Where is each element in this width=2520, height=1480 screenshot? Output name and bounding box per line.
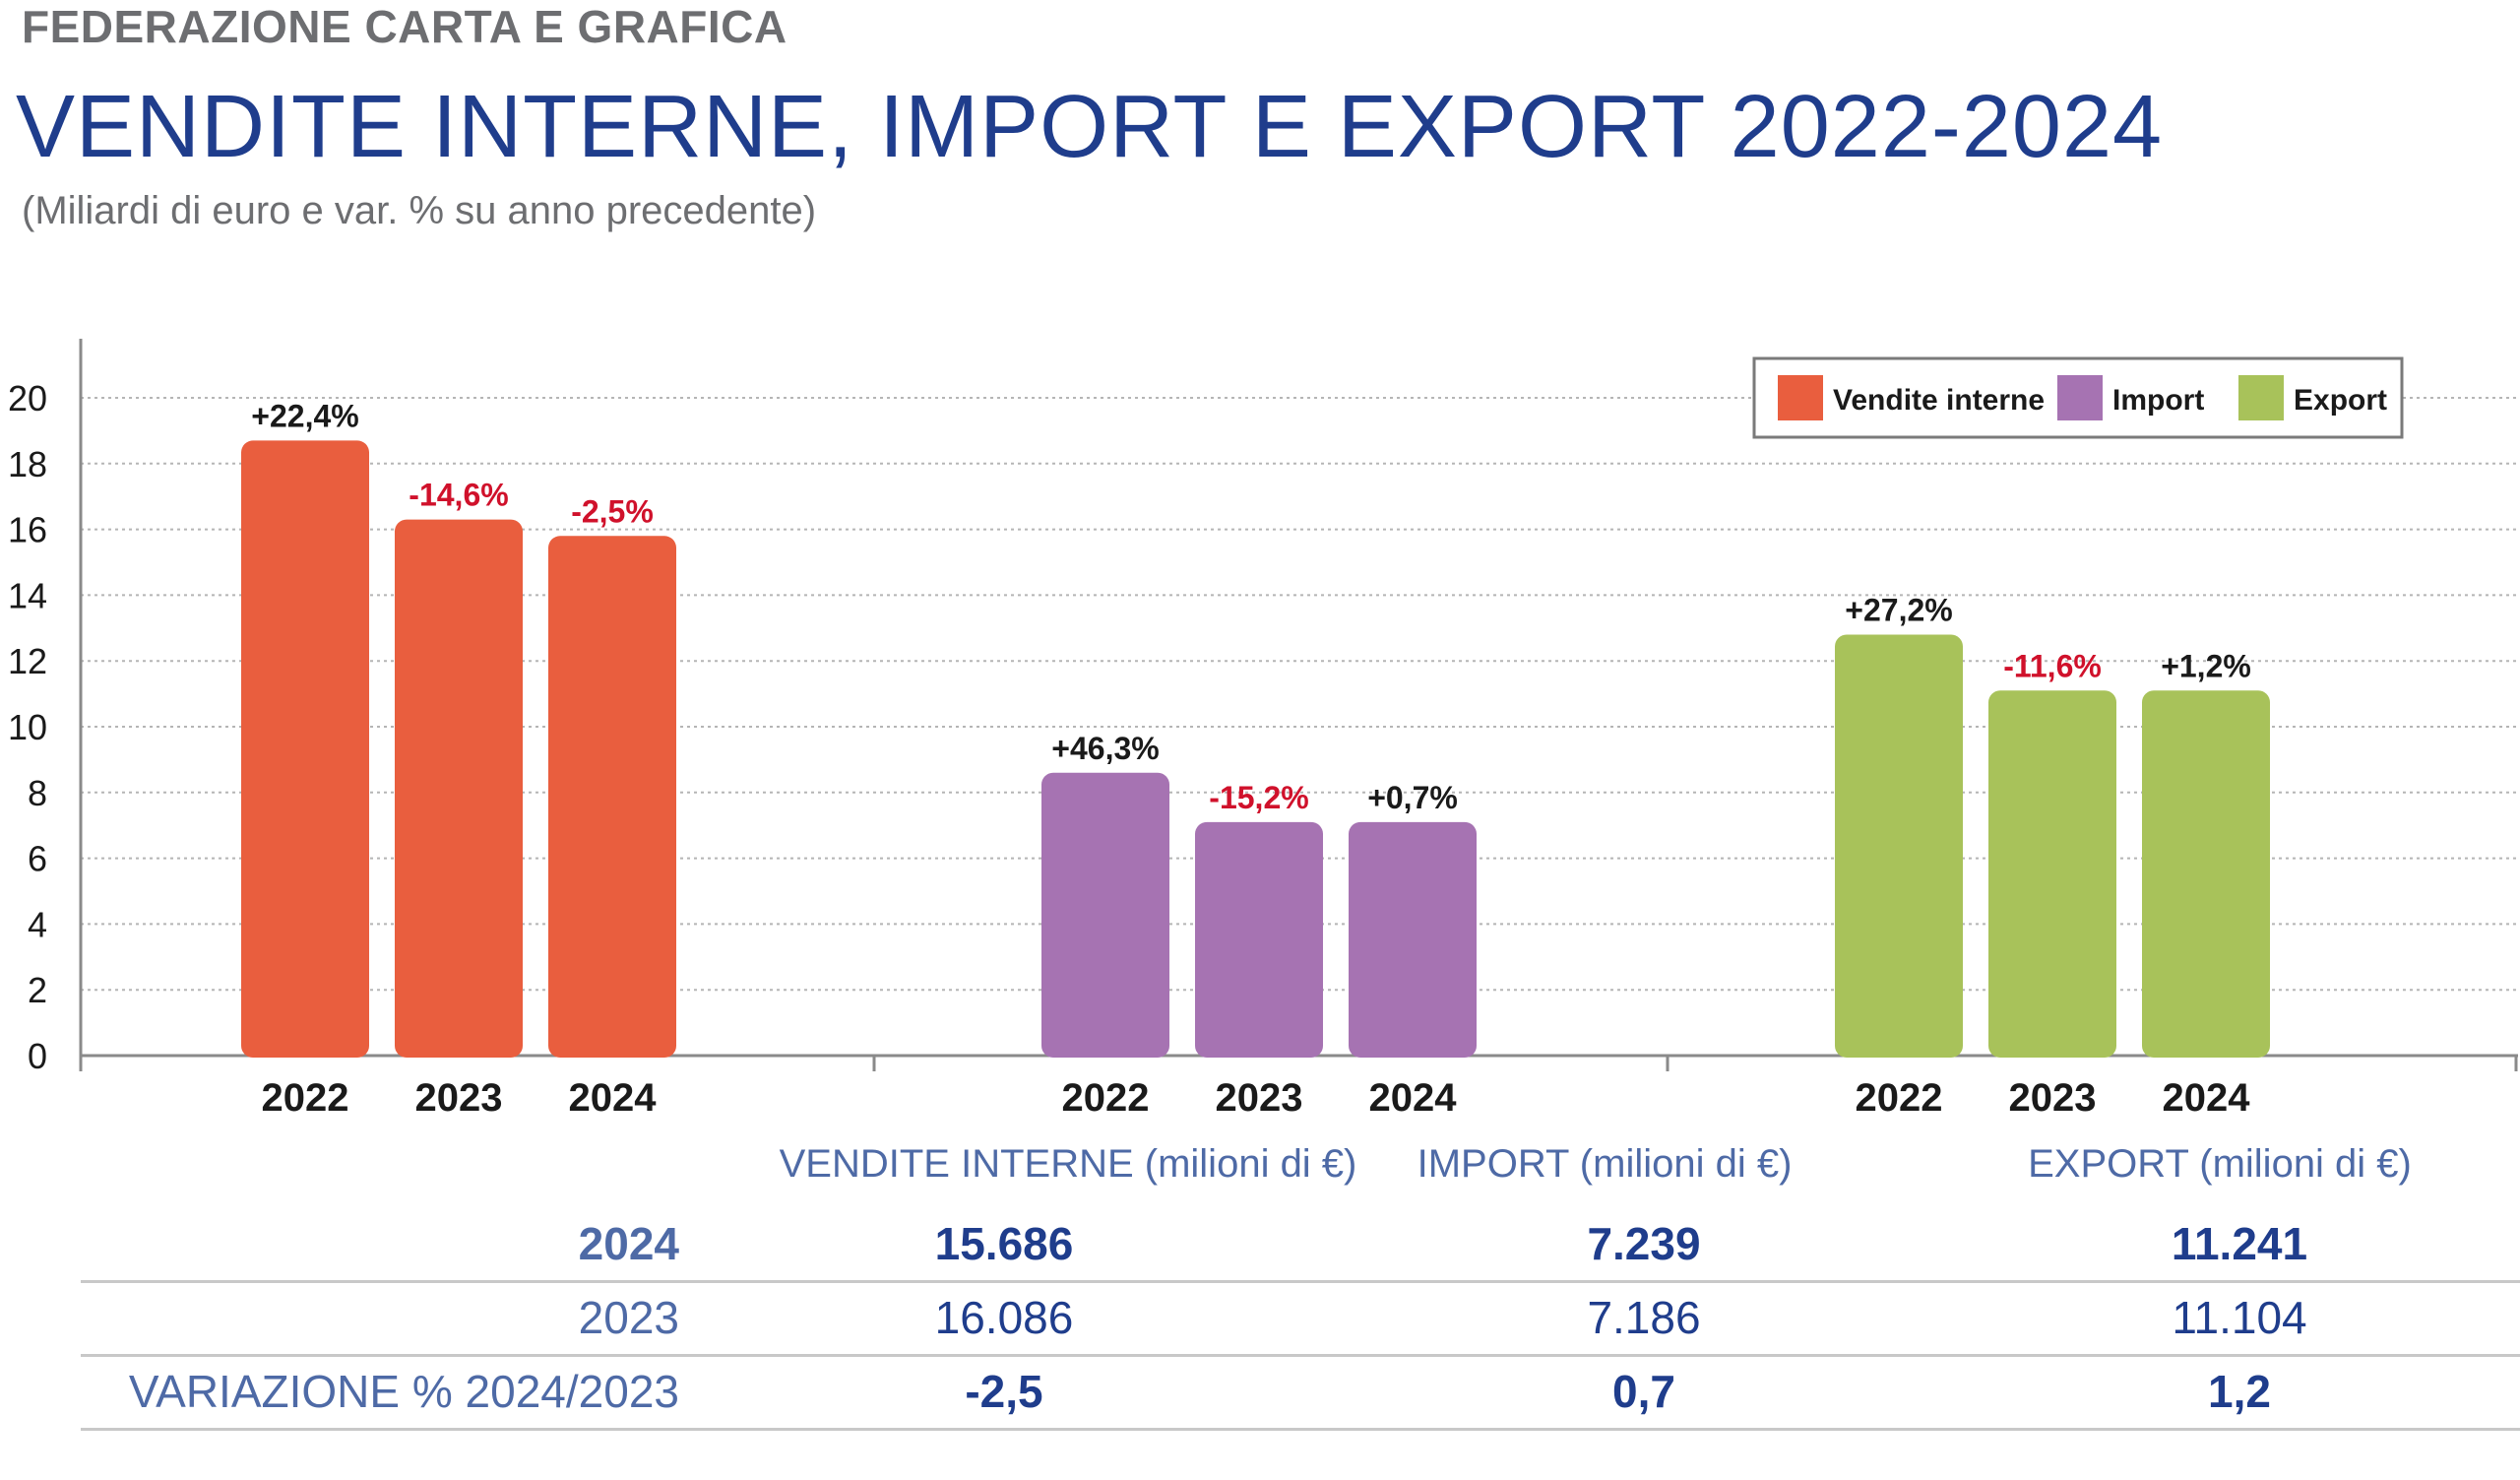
y-tick-label: 14 — [8, 575, 47, 615]
cell-vendite-2023: 16.086 — [934, 1292, 1074, 1343]
cell-import-2023: 7.186 — [1587, 1292, 1701, 1343]
y-tick-label: 12 — [8, 641, 47, 681]
legend-label: Vendite interne — [1833, 384, 2045, 417]
y-tick-label: 20 — [8, 378, 47, 418]
table-header-export: EXPORT (milioni di €) — [2028, 1142, 2412, 1186]
table-row-2024: 2024 15.686 7.239 11.241 — [0, 1206, 2520, 1281]
bar-import-2024 — [1349, 821, 1477, 1058]
x-tick-label: 2022 — [1062, 1076, 1150, 1120]
table-divider — [81, 1428, 2520, 1431]
bar-import-2022 — [1041, 772, 1169, 1058]
x-tick-label: 2024 — [2163, 1076, 2251, 1120]
chart-subtitle: (Miliardi di euro e var. % su anno prece… — [22, 189, 817, 232]
cell-import-var: 0,7 — [1612, 1366, 1675, 1417]
legend-swatch — [1778, 375, 1823, 420]
row-label-variazione: VARIAZIONE % 2024/2023 — [128, 1366, 679, 1417]
y-tick-label: 0 — [28, 1036, 47, 1076]
cell-export-var: 1,2 — [2208, 1366, 2271, 1417]
row-label-2023: 2023 — [578, 1292, 679, 1343]
legend-label: Import — [2112, 384, 2204, 417]
legend-swatch — [2238, 375, 2284, 420]
bar-data-label: -15,2% — [1209, 780, 1308, 815]
publisher-label: FEDERAZIONE CARTA E GRAFICA — [22, 1, 788, 52]
table-divider — [81, 1280, 2520, 1283]
bar-export-2024 — [2142, 690, 2270, 1058]
bar-export-2022 — [1835, 634, 1963, 1058]
bar-data-label: -11,6% — [2003, 648, 2102, 683]
table-row-variazione: VARIAZIONE % 2024/2023 -2,5 0,7 1,2 — [0, 1354, 2520, 1429]
y-tick-label: 18 — [8, 444, 47, 484]
x-tick-label: 2022 — [1856, 1076, 1943, 1120]
y-tick-label: 4 — [28, 904, 47, 944]
table-divider — [81, 1354, 2520, 1357]
bar-vendite-interne-2024 — [548, 536, 676, 1058]
x-tick-label: 2024 — [1369, 1076, 1458, 1120]
cell-vendite-2024: 15.686 — [934, 1218, 1074, 1269]
bar-data-label: +0,7% — [1367, 780, 1458, 815]
x-tick-label: 2023 — [415, 1076, 503, 1120]
table-header-import: IMPORT (milioni di €) — [1417, 1142, 1793, 1186]
y-tick-label: 10 — [8, 707, 47, 747]
legend-swatch — [2057, 375, 2103, 420]
bar-data-label: +1,2% — [2161, 648, 2251, 683]
bar-export-2023 — [1988, 690, 2116, 1058]
bar-data-label: +27,2% — [1845, 592, 1952, 627]
bar-data-label: +46,3% — [1051, 731, 1159, 766]
table-header-vendite: VENDITE INTERNE (milioni di €) — [779, 1142, 1357, 1186]
bar-vendite-interne-2023 — [395, 519, 523, 1058]
cell-vendite-var: -2,5 — [965, 1366, 1043, 1417]
bar-data-label: -14,6% — [409, 478, 508, 513]
page-title: VENDITE INTERNE, IMPORT E EXPORT 2022-20… — [16, 78, 2164, 176]
table-row-2023: 2023 16.086 7.186 11.104 — [0, 1280, 2520, 1355]
bar-data-label: +22,4% — [251, 398, 358, 433]
cell-import-2024: 7.239 — [1587, 1218, 1701, 1269]
legend-box — [1752, 356, 2404, 439]
y-tick-label: 8 — [28, 773, 47, 813]
cell-export-2024: 11.241 — [2171, 1218, 2308, 1269]
bar-data-label: -2,5% — [571, 493, 654, 529]
y-tick-label: 16 — [8, 510, 47, 550]
bar-import-2023 — [1195, 821, 1323, 1058]
x-tick-label: 2024 — [569, 1076, 658, 1120]
bar-chart: 0 2 4 6 8 10 12 14 16 18 20 +22,4% 2022 -14,6% 2023 -2,… — [8, 339, 2518, 1120]
y-tick-label: 2 — [28, 970, 47, 1010]
x-tick-label: 2023 — [1216, 1076, 1303, 1120]
legend-label: Export — [2294, 384, 2387, 417]
row-label-2024: 2024 — [578, 1218, 679, 1269]
x-tick-label: 2023 — [2009, 1076, 2097, 1120]
bar-vendite-interne-2022 — [241, 440, 369, 1058]
cell-export-2023: 11.104 — [2172, 1292, 2307, 1343]
x-tick-label: 2022 — [262, 1076, 349, 1120]
y-tick-label: 6 — [28, 839, 47, 879]
